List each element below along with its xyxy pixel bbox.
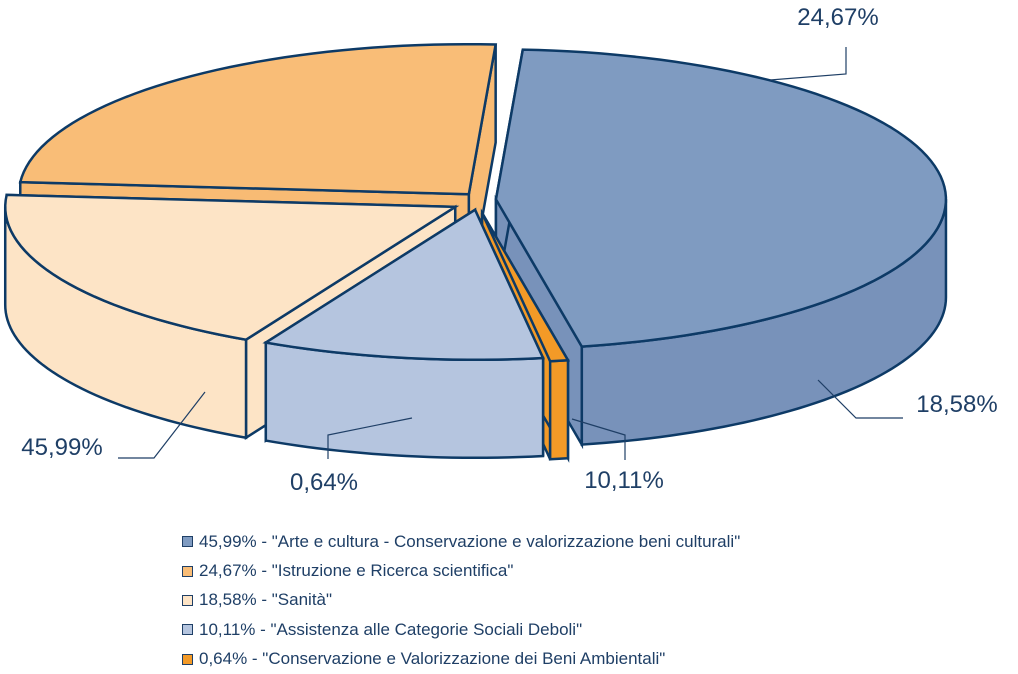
- legend-label: 24,67% - "Istruzione e Ricerca scientifi…: [199, 561, 514, 581]
- data-label: 24,67%: [797, 4, 878, 31]
- slice-top: [480, 212, 571, 363]
- legend-item: 10,11% - "Assistenza alle Categorie Soci…: [182, 615, 962, 644]
- legend-label: 10,11% - "Assistenza alle Categorie Soci…: [199, 619, 583, 639]
- data-label: 45,99%: [21, 434, 102, 461]
- slice-top: [18, 42, 498, 196]
- legend-item: 18,58% - "Sanità": [182, 586, 962, 615]
- data-label: 10,11%: [584, 467, 664, 494]
- legend-label: 45,99% - "Arte e cultura - Conservazione…: [199, 531, 741, 551]
- slice-top: [494, 48, 948, 348]
- data-labels: 45,99% 24,67% 18,58% 10,11% 0,64%: [21, 4, 997, 496]
- legend-swatch: [182, 624, 193, 636]
- data-label: 18,58%: [916, 391, 997, 418]
- leader-lines: [118, 47, 903, 460]
- leader-line: [817, 379, 903, 419]
- slice-side: [548, 358, 570, 461]
- legend-item: 45,99% - "Arte e cultura - Conservazione…: [182, 527, 962, 556]
- leader-line: [571, 418, 626, 460]
- legend-swatch: [182, 594, 193, 606]
- legend-swatch: [182, 536, 193, 548]
- leader-line: [327, 417, 413, 459]
- legend-item: 24,67% - "Istruzione e Ricerca scientifi…: [182, 556, 962, 585]
- leader-line: [118, 391, 206, 459]
- legend-item: 0,64% - "Conservazione e Valorizzazione …: [182, 645, 962, 674]
- slice-top: [4, 193, 460, 342]
- legend: 45,99% - "Arte e cultura - Conservazione…: [182, 527, 962, 674]
- legend-swatch: [182, 653, 193, 665]
- legend-swatch: [182, 565, 193, 577]
- legend-label: 0,64% - "Conservazione e Valorizzazione …: [199, 649, 666, 669]
- data-label: 0,64%: [290, 469, 358, 496]
- legend-label: 18,58% - "Sanità": [199, 590, 333, 610]
- leader-line: [769, 47, 847, 81]
- pie-chart: 45,99% 24,67% 18,58% 10,11% 0,64%: [3, 4, 998, 496]
- pie-slice-1: [494, 48, 948, 450]
- slice-top: [262, 207, 545, 361]
- pie-slices: [3, 42, 948, 463]
- pie-slice-4: [262, 207, 545, 460]
